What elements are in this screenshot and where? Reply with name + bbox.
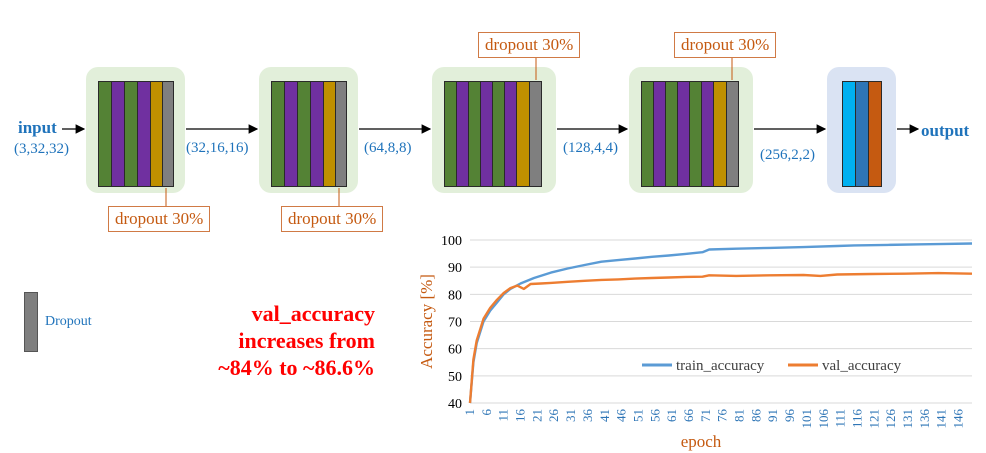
x-tick-label: 101 [799, 409, 814, 429]
chart-legend: train_accuracy val_accuracy [642, 358, 902, 374]
x-tick-label: 121 [866, 409, 881, 429]
dropout-layer-stripe [529, 81, 542, 187]
dropout-label-1: dropout 30% [108, 206, 211, 232]
result-note: val_accuracy increases from ~84% to ~86.… [170, 300, 375, 381]
x-tick-label: 111 [833, 409, 848, 428]
x-tick-label: 51 [630, 409, 645, 422]
x-tick-label: 21 [529, 409, 544, 422]
result-note-line-1: val_accuracy [251, 301, 375, 326]
dropout-layer-stripe [335, 81, 347, 187]
output-label: output [921, 121, 970, 140]
x-tick-label: 131 [900, 409, 915, 429]
y-tick-label: 80 [448, 288, 462, 303]
conv-block-2 [259, 67, 358, 193]
dropout-legend-label: Dropout [45, 314, 92, 329]
result-note-line-2: increases from [238, 328, 375, 353]
y-tick-label: 90 [448, 261, 462, 276]
dropout-label-2: dropout 30% [281, 206, 384, 232]
y-axis-ticks: 40 50 60 70 80 90 100 [441, 234, 462, 412]
train-accuracy-line [468, 242, 973, 404]
x-tick-label: 86 [748, 409, 763, 423]
x-tick-label: 116 [849, 409, 864, 429]
conv-block-1 [86, 67, 185, 193]
x-tick-label: 136 [917, 409, 932, 429]
x-tick-label: 96 [782, 409, 797, 423]
chart-series [468, 242, 973, 404]
x-tick-label: 1 [462, 409, 477, 416]
val-accuracy-line [468, 271, 973, 404]
y-tick-label: 70 [448, 316, 462, 331]
x-tick-label: 11 [496, 409, 511, 422]
x-tick-label: 41 [597, 409, 612, 422]
x-tick-label: 61 [664, 409, 679, 422]
x-tick-label: 26 [546, 409, 561, 423]
y-tick-label: 100 [441, 234, 462, 249]
y-axis-label: Accuracy [%] [417, 274, 436, 369]
dropout-label-4: dropout 30% [674, 32, 777, 58]
shape-label-block3: (128,4,4) [563, 140, 618, 156]
dense-block [827, 67, 896, 193]
x-tick-label: 81 [732, 409, 747, 422]
legend-label: val_accuracy [822, 358, 902, 374]
shape-label-block4: (256,2,2) [760, 147, 815, 163]
x-tick-label: 16 [513, 409, 528, 423]
y-tick-label: 60 [448, 343, 462, 358]
conv-block-4 [629, 67, 753, 193]
input-label: input [18, 118, 57, 137]
x-axis-ticks: 1 6 11 16 21 26 31 36 41 46 51 56 61 66 71 76 81 86 91 96 10… [462, 409, 966, 429]
x-tick-label: 36 [580, 409, 595, 423]
x-tick-label: 66 [681, 409, 696, 423]
y-tick-label: 40 [448, 397, 462, 412]
chart-grid [470, 239, 972, 404]
dropout-label-3: dropout 30% [478, 32, 581, 58]
legend-label: train_accuracy [676, 358, 765, 374]
x-tick-label: 76 [715, 409, 730, 423]
x-tick-label: 141 [934, 409, 949, 429]
softmax-layer-stripe [868, 81, 882, 187]
dropout-legend-swatch [24, 292, 38, 352]
dropout-layer-stripe [162, 81, 174, 187]
x-tick-label: 106 [816, 409, 831, 429]
shape-label-input: (3,32,32) [14, 141, 69, 157]
shape-label-block2: (64,8,8) [364, 140, 412, 156]
shape-label-block1: (32,16,16) [186, 140, 249, 156]
x-tick-label: 46 [614, 409, 629, 423]
x-tick-label: 91 [765, 409, 780, 422]
x-tick-label: 71 [698, 409, 713, 422]
result-note-line-3: ~84% to ~86.6% [218, 355, 375, 380]
x-tick-label: 56 [647, 409, 662, 423]
dropout-layer-stripe [726, 81, 739, 187]
conv-block-3 [432, 67, 556, 193]
x-tick-label: 126 [883, 409, 898, 429]
x-tick-label: 146 [951, 409, 966, 429]
x-tick-label: 31 [563, 409, 578, 422]
y-tick-label: 50 [448, 370, 462, 385]
x-tick-label: 6 [479, 409, 494, 416]
x-axis-label: epoch [681, 432, 722, 451]
